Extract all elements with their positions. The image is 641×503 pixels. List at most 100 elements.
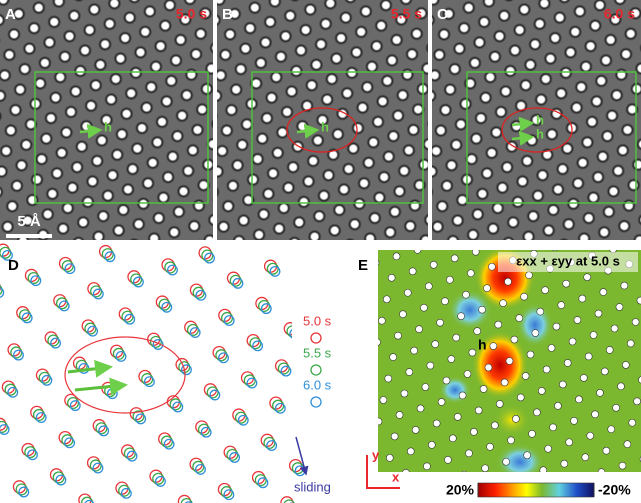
atom: [303, 2, 318, 17]
atom: [193, 26, 208, 41]
atom-position: [35, 412, 47, 424]
atom: [0, 144, 14, 159]
panel-label: D: [8, 257, 19, 274]
defect-label: h: [478, 337, 487, 353]
atom-position: [283, 499, 295, 503]
title-bg: [498, 252, 638, 272]
atom: [310, 133, 325, 148]
atom-position: [15, 483, 28, 496]
atom: [392, 184, 407, 199]
atom: [383, 225, 398, 240]
atom: [455, 193, 470, 208]
atom: [489, 342, 498, 350]
arrow: [74, 377, 128, 396]
atom: [23, 117, 38, 132]
atom: [620, 281, 629, 290]
atom: [363, 231, 378, 240]
atom-position: [0, 285, 3, 296]
atom: [461, 0, 476, 15]
defect-ring: [64, 336, 186, 414]
atom: [469, 131, 484, 146]
atom: [162, 0, 177, 13]
atom: [484, 145, 499, 160]
atom-position: [178, 361, 191, 374]
atom: [563, 359, 572, 367]
atom: [306, 153, 321, 168]
atom: [270, 145, 285, 160]
atom: [592, 0, 607, 13]
atom: [544, 444, 552, 453]
atom: [120, 182, 135, 197]
atom-position: [123, 447, 136, 460]
atom: [301, 174, 316, 189]
arrow: [296, 123, 320, 139]
atom: [620, 122, 635, 137]
atom: [631, 318, 640, 326]
atom-position: [220, 311, 234, 325]
atom: [211, 195, 213, 204]
atom: [298, 23, 313, 38]
atom: [176, 184, 191, 199]
atom: [503, 0, 515, 3]
legend-marker: [310, 332, 322, 344]
atom: [470, 428, 478, 436]
atom: [452, 41, 467, 56]
atom: [171, 204, 186, 219]
atom: [68, 84, 83, 99]
atom-position: [218, 352, 229, 364]
atom: [60, 201, 75, 216]
atom: [221, 199, 236, 214]
atom: [0, 36, 2, 45]
atom: [450, 254, 459, 263]
atom-position: [0, 246, 12, 259]
atom: [281, 180, 296, 195]
legend-label: 6.0 s: [303, 377, 332, 392]
atom: [78, 43, 93, 58]
atom: [288, 235, 301, 240]
atom-position: [27, 272, 40, 285]
atom: [96, 209, 111, 224]
micrograph: [217, 0, 428, 240]
atom: [518, 78, 533, 93]
atom: [352, 196, 367, 211]
atom: [296, 194, 311, 209]
defect-ring: [501, 107, 573, 153]
atom-position: [55, 474, 67, 486]
atom: [225, 178, 240, 193]
atom: [9, 178, 24, 193]
atom: [421, 383, 430, 391]
atom-position: [69, 400, 81, 412]
atom-position: [234, 411, 248, 424]
atom-position: [204, 252, 215, 264]
atom-position: [161, 301, 173, 313]
atom: [552, 322, 561, 331]
atom: [481, 464, 489, 472]
atom: [581, 453, 590, 462]
atom: [603, 32, 618, 47]
atom: [502, 235, 515, 240]
atom: [494, 104, 509, 119]
atom: [591, 170, 606, 185]
atom: [465, 449, 473, 458]
atom: [436, 318, 444, 327]
atom: [370, 439, 377, 446]
strain-blob: [472, 331, 528, 399]
atom: [145, 155, 160, 170]
atom: [31, 0, 46, 15]
atom-position: [249, 337, 262, 350]
arrow: [511, 116, 535, 132]
atom: [292, 215, 307, 230]
atom: [432, 187, 434, 197]
atom: [636, 296, 641, 305]
atom: [375, 94, 390, 109]
atom: [516, 393, 525, 402]
atom: [391, 108, 406, 123]
atom: [600, 129, 615, 144]
atom: [19, 137, 34, 152]
atom: [88, 78, 103, 93]
atom: [378, 338, 381, 346]
atom: [119, 106, 134, 121]
atom: [403, 288, 412, 297]
atom: [523, 451, 531, 460]
atom: [344, 65, 359, 80]
